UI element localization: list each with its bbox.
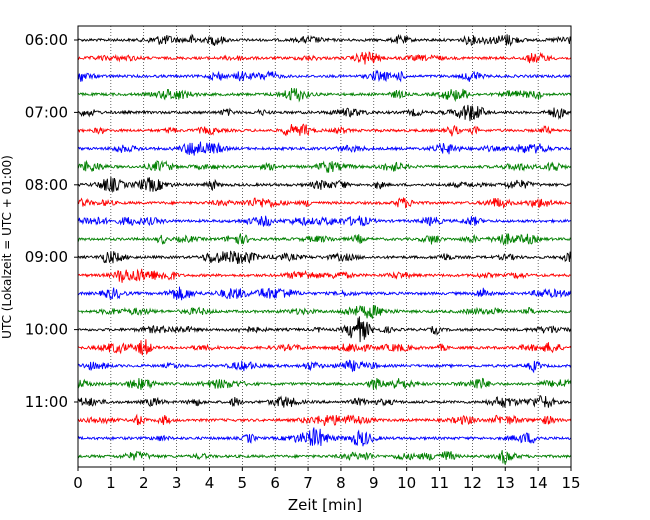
y-tick-label: 06:00: [25, 31, 68, 49]
x-axis-ticks: 0 1 2 3 4 5 6 7 8 9 10 11 12 13 14 15: [73, 467, 581, 492]
trace-line: [77, 339, 572, 356]
trace-line: [77, 215, 572, 227]
trace-line: [77, 69, 571, 83]
trace-line: [77, 427, 572, 447]
y-tick-label: 10:00: [25, 321, 68, 339]
y-tick-label: 09:00: [25, 248, 68, 266]
x-tick-label: 6: [270, 474, 280, 492]
x-tick-label: 13: [496, 474, 515, 492]
trace-line: [77, 141, 572, 156]
x-tick-label: 5: [238, 474, 248, 492]
trace-line: [77, 359, 572, 374]
trace-line: [77, 197, 572, 209]
trace-line: [77, 377, 572, 391]
x-tick-label: 3: [172, 474, 182, 492]
x-tick-label: 0: [73, 474, 83, 492]
x-tick-label: 15: [561, 474, 580, 492]
y-tick-label: 11:00: [25, 393, 68, 411]
x-tick-label: 12: [463, 474, 482, 492]
trace-line: [77, 450, 572, 465]
x-tick-label: 1: [106, 474, 116, 492]
trace-line: [77, 286, 572, 301]
trace-line: [77, 51, 572, 65]
x-tick-label: 11: [430, 474, 449, 492]
x-tick-label: 7: [303, 474, 313, 492]
trace-line: [77, 268, 571, 283]
trace-line: [77, 159, 572, 173]
seismogram-traces: [77, 33, 572, 465]
y-tick-label: 07:00: [25, 103, 68, 121]
trace-line: [77, 305, 571, 320]
x-tick-label: 8: [336, 474, 346, 492]
y-axis-ticks: 06:00 07:00 08:00 09:00 10:00 11:00: [25, 31, 78, 411]
trace-line: [77, 33, 572, 47]
trace-line: [77, 413, 572, 426]
trace-line: [77, 123, 572, 137]
trace-line: [77, 87, 572, 103]
x-tick-label: 10: [397, 474, 416, 492]
trace-line: [77, 233, 572, 246]
x-tick-label: 2: [139, 474, 149, 492]
trace-line: [77, 316, 572, 343]
trace-line: [77, 250, 572, 264]
x-axis-label: Zeit [min]: [288, 496, 362, 514]
plot-frame: [77, 25, 572, 468]
trace-line: [77, 395, 572, 408]
y-axis-label: UTC (Lokalzeit = UTC + 01:00): [0, 155, 14, 339]
x-tick-label: 14: [529, 474, 548, 492]
y-tick-label: 08:00: [25, 176, 68, 194]
x-tick-label: 4: [205, 474, 215, 492]
trace-line: [77, 104, 572, 122]
x-tick-label: 9: [369, 474, 379, 492]
trace-line: [77, 176, 572, 194]
